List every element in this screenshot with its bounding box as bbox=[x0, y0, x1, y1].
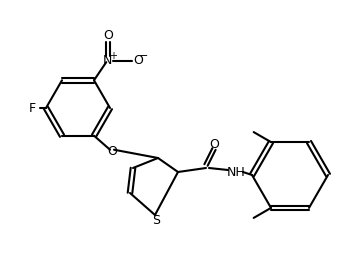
Text: O: O bbox=[209, 138, 219, 150]
Text: −: − bbox=[139, 51, 149, 61]
Text: S: S bbox=[152, 214, 160, 228]
Text: O: O bbox=[103, 29, 113, 42]
Text: O: O bbox=[133, 54, 143, 67]
Text: O: O bbox=[107, 145, 117, 158]
Text: NH: NH bbox=[227, 166, 245, 178]
Text: F: F bbox=[29, 101, 36, 115]
Text: +: + bbox=[109, 51, 117, 61]
Text: N: N bbox=[103, 54, 112, 67]
